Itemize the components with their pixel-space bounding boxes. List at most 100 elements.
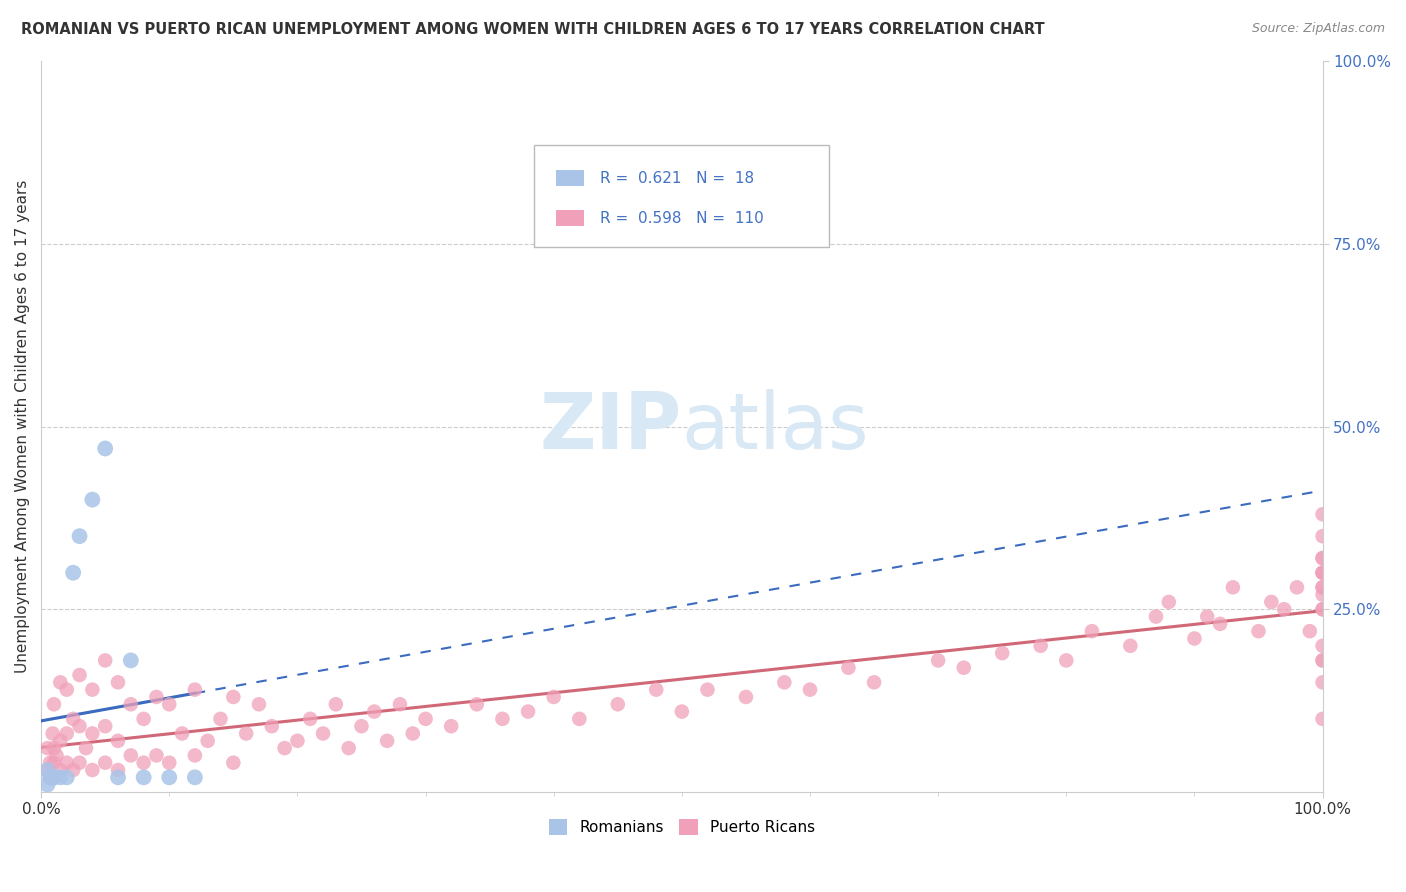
Point	[55, 770, 77, 784]
Point	[145, 690, 167, 704]
Point	[37, 778, 59, 792]
Point	[568, 712, 591, 726]
Point	[209, 712, 232, 726]
Point	[696, 682, 718, 697]
Point	[1222, 580, 1244, 594]
Text: ZIP: ZIP	[540, 389, 682, 465]
Point	[132, 712, 155, 726]
Point	[863, 675, 886, 690]
Point	[120, 748, 142, 763]
Point	[222, 690, 245, 704]
Point	[1312, 653, 1334, 667]
Point	[157, 698, 180, 712]
Point	[94, 653, 117, 667]
Point	[42, 756, 65, 770]
Point	[287, 733, 309, 747]
Point	[1272, 602, 1295, 616]
Point	[42, 770, 65, 784]
Point	[69, 719, 91, 733]
Point	[120, 698, 142, 712]
Point	[415, 712, 437, 726]
Point	[325, 698, 347, 712]
Point	[1312, 588, 1334, 602]
Point	[69, 529, 91, 543]
Point	[671, 705, 693, 719]
Point	[42, 741, 65, 756]
Point	[1144, 609, 1167, 624]
Point	[39, 756, 62, 770]
Point	[49, 675, 72, 690]
Point	[82, 763, 104, 777]
Point	[927, 653, 949, 667]
Text: ROMANIAN VS PUERTO RICAN UNEMPLOYMENT AMONG WOMEN WITH CHILDREN AGES 6 TO 17 YEA: ROMANIAN VS PUERTO RICAN UNEMPLOYMENT AM…	[21, 22, 1045, 37]
Point	[37, 763, 59, 777]
Point	[42, 698, 65, 712]
Point	[62, 566, 84, 580]
Point	[1119, 639, 1142, 653]
Text: R =  0.598   N =  110: R = 0.598 N = 110	[600, 211, 763, 226]
Point	[1157, 595, 1180, 609]
Point	[645, 682, 668, 697]
Y-axis label: Unemployment Among Women with Children Ages 6 to 17 years: Unemployment Among Women with Children A…	[15, 180, 30, 673]
Point	[39, 770, 62, 784]
Point	[132, 770, 155, 784]
Point	[75, 741, 97, 756]
Point	[107, 770, 129, 784]
Point	[799, 682, 821, 697]
Point	[1260, 595, 1282, 609]
FancyBboxPatch shape	[557, 211, 585, 227]
FancyBboxPatch shape	[534, 145, 830, 247]
Point	[735, 690, 758, 704]
Point	[299, 712, 322, 726]
Point	[260, 719, 283, 733]
Point	[184, 682, 207, 697]
Point	[1312, 551, 1334, 566]
Point	[517, 705, 540, 719]
Point	[402, 726, 425, 740]
Point	[1312, 508, 1334, 522]
Point	[41, 770, 63, 784]
Point	[1081, 624, 1104, 639]
Point	[543, 690, 565, 704]
Point	[1312, 580, 1334, 594]
Point	[37, 763, 59, 777]
Point	[82, 682, 104, 697]
Legend: Romanians, Puerto Ricans: Romanians, Puerto Ricans	[548, 820, 815, 836]
Point	[145, 748, 167, 763]
Point	[62, 763, 84, 777]
Point	[1054, 653, 1077, 667]
Point	[773, 675, 796, 690]
Point	[375, 733, 398, 747]
Point	[235, 726, 257, 740]
Point	[1299, 624, 1322, 639]
Point	[1312, 566, 1334, 580]
Point	[1312, 551, 1334, 566]
Point	[157, 756, 180, 770]
Point	[247, 698, 270, 712]
Point	[1247, 624, 1270, 639]
Point	[1184, 632, 1206, 646]
Point	[41, 726, 63, 740]
Point	[388, 698, 411, 712]
Point	[465, 698, 488, 712]
Point	[55, 756, 77, 770]
Point	[107, 763, 129, 777]
Point	[606, 698, 628, 712]
Point	[69, 756, 91, 770]
Point	[1285, 580, 1308, 594]
Point	[952, 661, 974, 675]
Point	[170, 726, 193, 740]
Point	[491, 712, 513, 726]
Text: R =  0.621   N =  18: R = 0.621 N = 18	[600, 170, 754, 186]
Point	[55, 726, 77, 740]
Point	[41, 770, 63, 784]
Point	[132, 756, 155, 770]
Point	[1312, 566, 1334, 580]
Text: Source: ZipAtlas.com: Source: ZipAtlas.com	[1251, 22, 1385, 36]
Text: atlas: atlas	[682, 389, 869, 465]
Point	[107, 733, 129, 747]
Point	[1312, 639, 1334, 653]
Point	[41, 770, 63, 784]
Point	[991, 646, 1014, 660]
Point	[82, 726, 104, 740]
